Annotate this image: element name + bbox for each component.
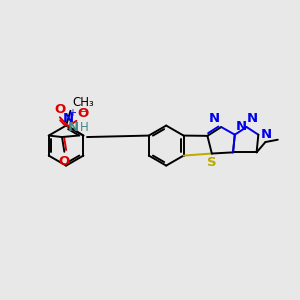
Text: N: N (236, 120, 247, 133)
Text: N: N (247, 112, 258, 125)
Text: O: O (77, 107, 88, 120)
Text: H: H (80, 121, 88, 134)
Text: N: N (261, 128, 272, 141)
Text: O: O (59, 155, 70, 168)
Text: N: N (62, 112, 74, 125)
Text: +: + (68, 108, 76, 118)
Text: N: N (68, 121, 80, 134)
Text: S: S (207, 157, 217, 169)
Text: N: N (208, 112, 220, 125)
Text: CH₃: CH₃ (72, 96, 94, 109)
Text: −: − (79, 107, 87, 117)
Text: O: O (54, 103, 65, 116)
